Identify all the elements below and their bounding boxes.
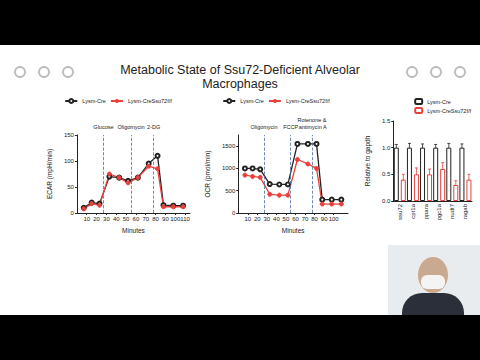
svg-text:0.0: 0.0	[382, 198, 391, 204]
svg-text:ssu72: ssu72	[397, 203, 403, 220]
svg-text:0: 0	[71, 210, 75, 216]
svg-text:1.0: 1.0	[382, 145, 391, 151]
svg-text:30: 30	[103, 216, 110, 222]
svg-text:nudt7: nudt7	[449, 203, 455, 219]
svg-text:90: 90	[162, 216, 169, 222]
svg-text:0.5: 0.5	[382, 171, 391, 177]
svg-text:150: 150	[64, 132, 75, 138]
svg-text:90: 90	[321, 216, 328, 222]
svg-text:ppara: ppara	[423, 203, 429, 219]
svg-text:20: 20	[93, 216, 100, 222]
svg-text:Lysm-Cre: Lysm-Cre	[427, 99, 451, 105]
svg-text:40: 40	[273, 216, 280, 222]
svg-text:OCR (pmol/min): OCR (pmol/min)	[204, 151, 212, 198]
svg-text:ragab: ragab	[462, 203, 468, 219]
svg-text:cpt1a: cpt1a	[410, 203, 416, 218]
svg-text:0: 0	[232, 210, 236, 216]
svg-text:1.5: 1.5	[382, 118, 391, 124]
svg-text:Relative to gapdh: Relative to gapdh	[364, 135, 372, 186]
svg-text:Rotenone &: Rotenone &	[297, 117, 328, 123]
svg-text:Minutes: Minutes	[282, 227, 306, 234]
svg-text:ECAR (mpH/min): ECAR (mpH/min)	[46, 149, 54, 199]
svg-text:10: 10	[83, 216, 90, 222]
svg-text:Minutes: Minutes	[122, 227, 146, 234]
svg-text:antimycin A: antimycin A	[299, 124, 327, 130]
svg-text:40: 40	[113, 216, 120, 222]
svg-text:70: 70	[142, 216, 149, 222]
svg-text:Oligomycin: Oligomycin	[250, 124, 277, 130]
svg-text:Lysm-CreSsu72f/f: Lysm-CreSsu72f/f	[128, 98, 172, 104]
html-text:Metabolic State of Ssu72-Defic: Metabolic State of Ssu72-Deficient Alveo…	[120, 63, 360, 91]
svg-text:Glucose: Glucose	[93, 124, 113, 130]
svg-text:Lysm-CreSsu72f/f: Lysm-CreSsu72f/f	[286, 98, 330, 104]
svg-text:60: 60	[133, 216, 140, 222]
svg-text:FCCP: FCCP	[283, 124, 298, 130]
svg-text:Lysm-Cre: Lysm-Cre	[82, 98, 106, 104]
svg-text:Oligomycin: Oligomycin	[117, 124, 144, 130]
svg-text:pgc1a: pgc1a	[436, 203, 442, 220]
svg-text:50: 50	[283, 216, 290, 222]
svg-text:100: 100	[329, 216, 340, 222]
svg-text:1500: 1500	[222, 143, 236, 149]
svg-text:110: 110	[180, 216, 190, 222]
svg-text:500: 500	[225, 188, 236, 194]
svg-text:30: 30	[264, 216, 271, 222]
svg-text:10: 10	[244, 216, 251, 222]
svg-text:Lysm-Cre: Lysm-Cre	[240, 98, 264, 104]
svg-text:80: 80	[311, 216, 318, 222]
svg-text:Lysm-CreSsu72f/f: Lysm-CreSsu72f/f	[427, 108, 471, 114]
svg-text:50: 50	[123, 216, 130, 222]
svg-text:100: 100	[170, 216, 181, 222]
svg-text:50: 50	[67, 184, 74, 190]
svg-text:70: 70	[302, 216, 309, 222]
svg-text:80: 80	[152, 216, 159, 222]
svg-text:100: 100	[64, 158, 75, 164]
svg-text:60: 60	[292, 216, 299, 222]
svg-text:20: 20	[254, 216, 261, 222]
svg-text:2-DG: 2-DG	[147, 124, 160, 130]
svg-text:1000: 1000	[222, 165, 236, 171]
